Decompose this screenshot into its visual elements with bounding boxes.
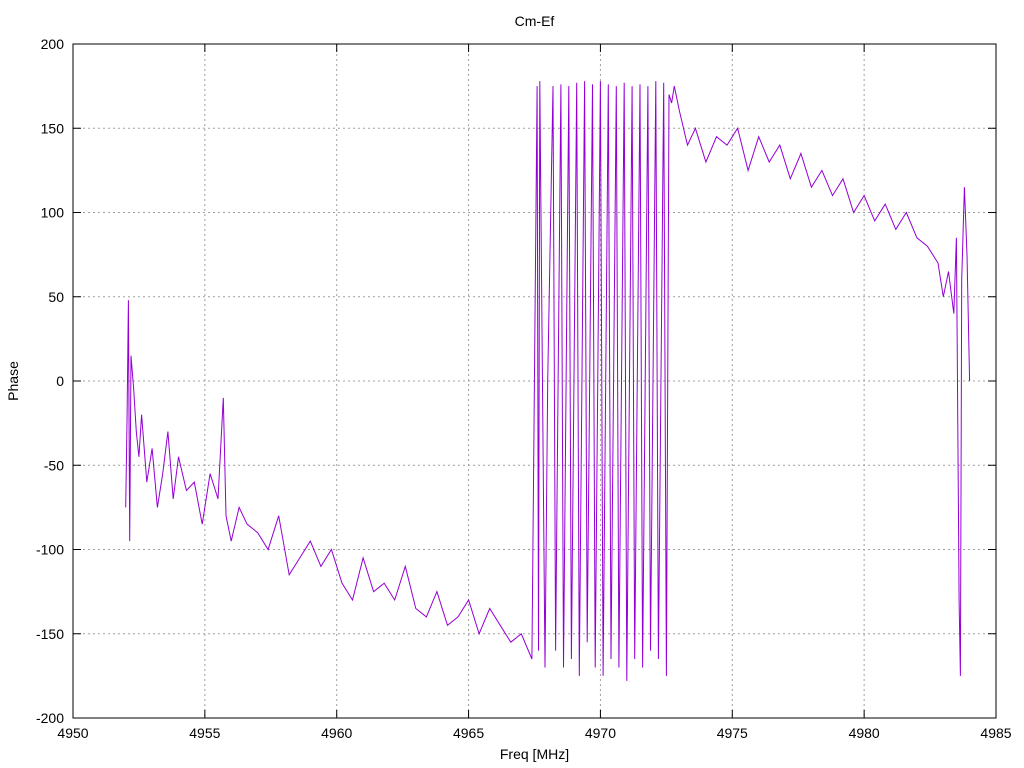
y-tick-label: -150 [36, 626, 64, 642]
x-tick-label: 4985 [980, 725, 1011, 741]
x-tick-label: 4950 [57, 725, 88, 741]
y-tick-label: 0 [56, 373, 64, 389]
series-line [125, 81, 971, 681]
y-tick-label: 200 [41, 36, 65, 52]
y-tick-label: -200 [36, 710, 64, 726]
y-tick-label: 100 [41, 205, 65, 221]
chart-title: Cm-Ef [515, 13, 555, 29]
x-tick-label: 4970 [585, 725, 616, 741]
y-tick-label: -50 [44, 457, 64, 473]
x-tick-label: 4980 [849, 725, 880, 741]
y-tick-label: 150 [41, 120, 65, 136]
x-tick-label: 4965 [453, 725, 484, 741]
x-tick-label: 4975 [717, 725, 748, 741]
y-tick-label: -100 [36, 542, 64, 558]
x-axis-label: Freq [MHz] [500, 746, 569, 762]
axes: -200 -150 -100 -50 0 50 100 150 200 4950 4955 4960 4… [36, 36, 1012, 741]
y-tick-label: 50 [48, 289, 64, 305]
x-tick-label: 4955 [189, 725, 220, 741]
x-tick-label: 4960 [321, 725, 352, 741]
y-axis-label: Phase [5, 361, 21, 401]
plot-area [125, 81, 971, 681]
